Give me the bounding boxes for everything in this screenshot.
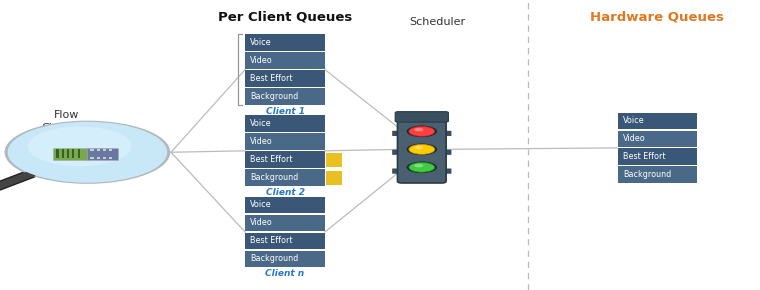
FancyBboxPatch shape	[245, 197, 325, 213]
FancyBboxPatch shape	[392, 131, 404, 136]
FancyBboxPatch shape	[87, 148, 118, 160]
FancyBboxPatch shape	[56, 149, 59, 158]
Text: Flow
Classifier: Flow Classifier	[41, 110, 93, 133]
Text: Background: Background	[251, 254, 299, 263]
Text: Voice: Voice	[251, 119, 272, 128]
FancyBboxPatch shape	[439, 168, 451, 174]
Text: Client 1: Client 1	[265, 107, 305, 116]
Text: Client n: Client n	[265, 269, 305, 278]
FancyBboxPatch shape	[245, 169, 325, 186]
FancyBboxPatch shape	[97, 149, 100, 151]
FancyBboxPatch shape	[245, 151, 325, 168]
FancyBboxPatch shape	[72, 149, 74, 158]
FancyBboxPatch shape	[103, 149, 106, 151]
Text: Background: Background	[251, 92, 299, 101]
Text: Video: Video	[623, 134, 645, 143]
FancyBboxPatch shape	[392, 150, 404, 155]
Text: Video: Video	[251, 137, 273, 146]
FancyBboxPatch shape	[392, 168, 404, 174]
Text: Best Effort: Best Effort	[251, 74, 293, 83]
FancyBboxPatch shape	[97, 157, 100, 159]
Circle shape	[414, 164, 423, 167]
Circle shape	[409, 126, 435, 136]
FancyBboxPatch shape	[245, 215, 325, 231]
FancyBboxPatch shape	[245, 233, 325, 249]
FancyBboxPatch shape	[395, 112, 448, 122]
Circle shape	[407, 126, 437, 137]
Text: Per Client Queues: Per Client Queues	[218, 10, 352, 23]
FancyBboxPatch shape	[245, 251, 325, 267]
FancyBboxPatch shape	[439, 131, 451, 136]
FancyBboxPatch shape	[109, 149, 112, 151]
FancyBboxPatch shape	[245, 34, 325, 51]
Circle shape	[407, 144, 437, 155]
FancyBboxPatch shape	[90, 149, 94, 151]
FancyBboxPatch shape	[617, 166, 697, 183]
Text: Video: Video	[251, 218, 273, 227]
FancyBboxPatch shape	[109, 157, 112, 159]
Circle shape	[28, 127, 131, 166]
Circle shape	[414, 128, 423, 131]
FancyBboxPatch shape	[78, 149, 80, 158]
FancyBboxPatch shape	[439, 150, 451, 155]
Text: Scheduler: Scheduler	[409, 17, 465, 27]
FancyBboxPatch shape	[245, 70, 325, 87]
FancyBboxPatch shape	[67, 149, 69, 158]
FancyBboxPatch shape	[617, 148, 697, 165]
FancyBboxPatch shape	[245, 133, 325, 150]
Text: Voice: Voice	[251, 200, 272, 209]
Circle shape	[5, 121, 170, 184]
FancyBboxPatch shape	[245, 52, 325, 69]
Text: Video: Video	[251, 56, 273, 65]
FancyBboxPatch shape	[103, 157, 106, 159]
Text: Voice: Voice	[251, 38, 272, 47]
Text: Best Effort: Best Effort	[251, 236, 293, 245]
Circle shape	[414, 146, 423, 149]
Text: Best Effort: Best Effort	[623, 152, 665, 161]
FancyBboxPatch shape	[617, 130, 697, 147]
FancyBboxPatch shape	[325, 153, 342, 167]
FancyBboxPatch shape	[53, 148, 88, 160]
FancyBboxPatch shape	[245, 88, 325, 105]
Circle shape	[8, 122, 167, 183]
Text: Background: Background	[623, 170, 671, 179]
Text: Background: Background	[251, 173, 299, 182]
Text: Client 2: Client 2	[265, 188, 305, 197]
FancyBboxPatch shape	[90, 157, 94, 159]
FancyBboxPatch shape	[325, 171, 342, 185]
FancyBboxPatch shape	[617, 113, 697, 129]
Circle shape	[407, 162, 437, 173]
Text: Best Effort: Best Effort	[251, 155, 293, 164]
Text: Voice: Voice	[623, 116, 644, 125]
Circle shape	[409, 144, 435, 154]
Text: Hardware Queues: Hardware Queues	[591, 10, 724, 23]
Circle shape	[409, 162, 435, 172]
FancyBboxPatch shape	[62, 149, 64, 158]
FancyBboxPatch shape	[397, 116, 446, 183]
FancyBboxPatch shape	[245, 115, 325, 132]
